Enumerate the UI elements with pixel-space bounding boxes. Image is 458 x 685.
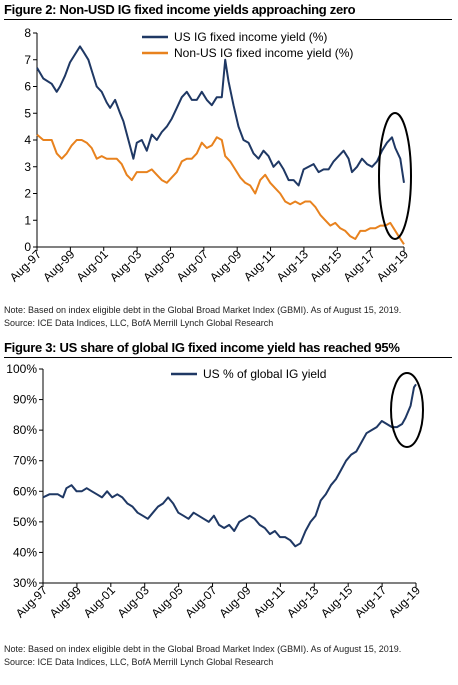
y-tick-label: 2: [24, 187, 31, 201]
x-tick-label: Aug-05: [148, 583, 185, 620]
figure-2: Figure 2: Non-USD IG fixed income yields…: [0, 0, 458, 335]
x-tick-label: Aug-01: [74, 247, 111, 284]
series-line-secondary: [36, 133, 405, 245]
y-tick-label: 1: [24, 213, 31, 227]
highlight-ellipse: [378, 112, 412, 240]
y-tick-label: 30%: [13, 576, 37, 590]
legend-label: US IG fixed income yield (%): [174, 30, 327, 44]
x-tick-label: Aug-99: [47, 583, 84, 620]
y-tick-label: 0: [24, 240, 31, 254]
x-tick-label: Aug-17: [340, 247, 377, 284]
x-tick-label: Aug-03: [115, 583, 152, 620]
x-tick-label: Aug-07: [182, 583, 219, 620]
highlight-ellipse: [390, 372, 424, 448]
title-rule: [4, 19, 452, 20]
x-tick-label: Aug-03: [107, 247, 144, 284]
series-line-primary: [36, 45, 405, 187]
y-tick-label: 80%: [13, 423, 37, 437]
x-tick-label: Aug-13: [274, 247, 311, 284]
chart-yields: 012345678Aug-97Aug-99Aug-01Aug-03Aug-05A…: [7, 26, 412, 284]
figure-title: Figure 3: US share of global IG fixed in…: [4, 340, 400, 355]
x-tick-label: Aug-11: [241, 247, 278, 284]
y-tick-label: 40%: [13, 545, 37, 559]
chart-note: Note: Based on index eligible debt in th…: [4, 644, 402, 654]
chart-source: Source: ICE Data Indices, LLC, BofA Merr…: [4, 657, 274, 667]
y-tick-label: 50%: [13, 515, 37, 529]
y-tick-label: 90%: [13, 393, 37, 407]
x-tick-label: Aug-13: [284, 583, 321, 620]
x-tick-label: Aug-19: [374, 247, 411, 284]
chart-us-share: 30%40%50%60%70%80%90%100%Aug-97Aug-99Aug…: [6, 362, 424, 620]
title-rule: [4, 357, 452, 358]
y-tick-label: 8: [24, 26, 31, 40]
legend-label: Non-US IG fixed income yield (%): [174, 46, 353, 60]
x-tick-label: Aug-09: [216, 583, 253, 620]
figure-title: Figure 2: Non-USD IG fixed income yields…: [4, 2, 356, 17]
x-tick-label: Aug-99: [40, 247, 77, 284]
series-line-primary: [42, 383, 417, 548]
x-tick-label: Aug-05: [140, 247, 177, 284]
chart-note: Note: Based on index eligible debt in th…: [4, 305, 402, 315]
y-tick-label: 70%: [13, 454, 37, 468]
y-tick-label: 3: [24, 160, 31, 174]
y-tick-label: 7: [24, 53, 31, 67]
figure-3: Figure 3: US share of global IG fixed in…: [0, 338, 458, 685]
x-tick-label: Aug-15: [318, 583, 355, 620]
y-tick-label: 5: [24, 106, 31, 120]
x-tick-label: Aug-07: [174, 247, 211, 284]
legend-label: US % of global IG yield: [203, 367, 326, 381]
x-tick-label: Aug-01: [81, 583, 118, 620]
x-tick-label: Aug-17: [352, 583, 389, 620]
x-tick-label: Aug-15: [307, 247, 344, 284]
y-tick-label: 6: [24, 80, 31, 94]
y-tick-label: 100%: [6, 362, 37, 376]
y-tick-label: 4: [24, 133, 31, 147]
chart-source: Source: ICE Data Indices, LLC, BofA Merr…: [4, 318, 274, 328]
x-tick-label: Aug-09: [207, 247, 244, 284]
y-tick-label: 60%: [13, 484, 37, 498]
x-tick-label: Aug-11: [251, 583, 288, 620]
x-tick-label: Aug-19: [386, 583, 423, 620]
